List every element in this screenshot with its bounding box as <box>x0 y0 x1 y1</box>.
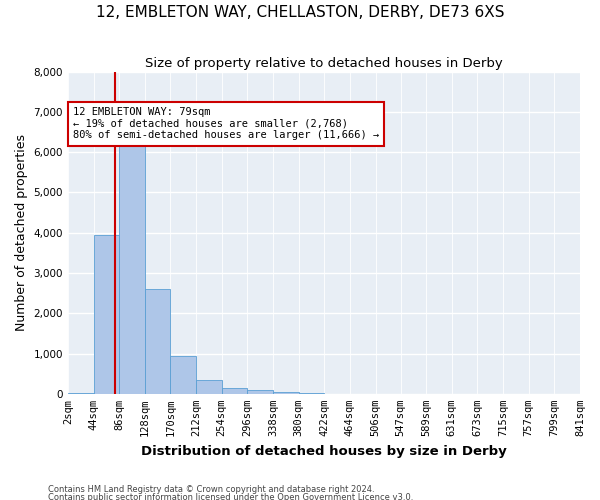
Text: 12 EMBLETON WAY: 79sqm
← 19% of detached houses are smaller (2,768)
80% of semi-: 12 EMBLETON WAY: 79sqm ← 19% of detached… <box>73 107 379 140</box>
Bar <box>196 380 222 394</box>
Bar <box>299 393 324 394</box>
Bar <box>145 289 170 394</box>
Title: Size of property relative to detached houses in Derby: Size of property relative to detached ho… <box>145 58 503 70</box>
Bar <box>247 390 273 394</box>
Y-axis label: Number of detached properties: Number of detached properties <box>15 134 28 331</box>
Bar <box>119 132 145 394</box>
Bar <box>273 392 299 394</box>
Bar <box>68 393 94 394</box>
Bar <box>222 388 247 394</box>
X-axis label: Distribution of detached houses by size in Derby: Distribution of detached houses by size … <box>141 444 507 458</box>
Text: Contains HM Land Registry data © Crown copyright and database right 2024.: Contains HM Land Registry data © Crown c… <box>48 486 374 494</box>
Text: Contains public sector information licensed under the Open Government Licence v3: Contains public sector information licen… <box>48 493 413 500</box>
Text: 12, EMBLETON WAY, CHELLASTON, DERBY, DE73 6XS: 12, EMBLETON WAY, CHELLASTON, DERBY, DE7… <box>96 5 504 20</box>
Bar <box>94 234 119 394</box>
Bar <box>170 356 196 394</box>
